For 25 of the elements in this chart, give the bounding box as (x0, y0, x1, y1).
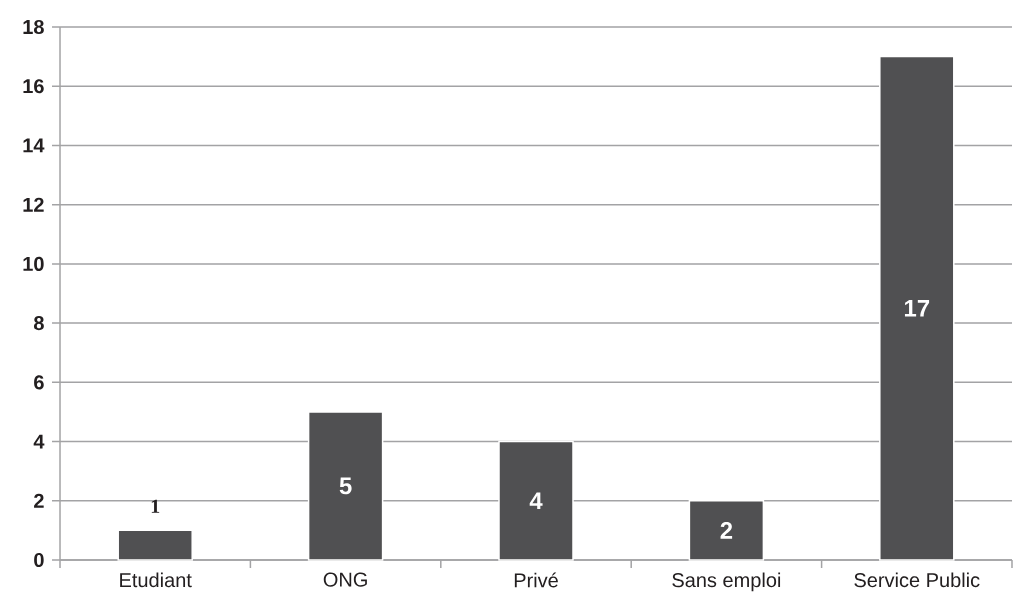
y-tick-label: 10 (23, 256, 44, 271)
bar (498, 440, 574, 561)
y-tick-label: 18 (23, 19, 44, 35)
y-tick-label: 16 (23, 79, 44, 94)
y-tick-label: 6 (34, 375, 44, 390)
x-tick-label: Privé (514, 572, 558, 588)
bar (117, 529, 193, 561)
data-label: 4 (529, 492, 543, 510)
x-tick-label: Sans emploi (672, 572, 781, 592)
bar (688, 500, 765, 561)
bar (879, 55, 955, 561)
bar (307, 411, 384, 561)
y-tick-label: 12 (23, 197, 44, 212)
x-tick-label: Service Public (854, 572, 980, 588)
x-tick-label: Etudiant (120, 572, 192, 588)
y-tick-label: 0 (34, 552, 44, 568)
y-tick-label: 4 (33, 434, 45, 449)
data-label: 1 (151, 499, 160, 513)
data-label: 17 (904, 300, 930, 317)
y-tick-label: 8 (33, 316, 44, 331)
x-tick-label: ONG (323, 572, 367, 587)
y-tick-label: 14 (23, 138, 45, 153)
data-label: 2 (720, 522, 733, 539)
data-label: 5 (339, 477, 352, 495)
y-tick-label: 2 (34, 493, 44, 508)
